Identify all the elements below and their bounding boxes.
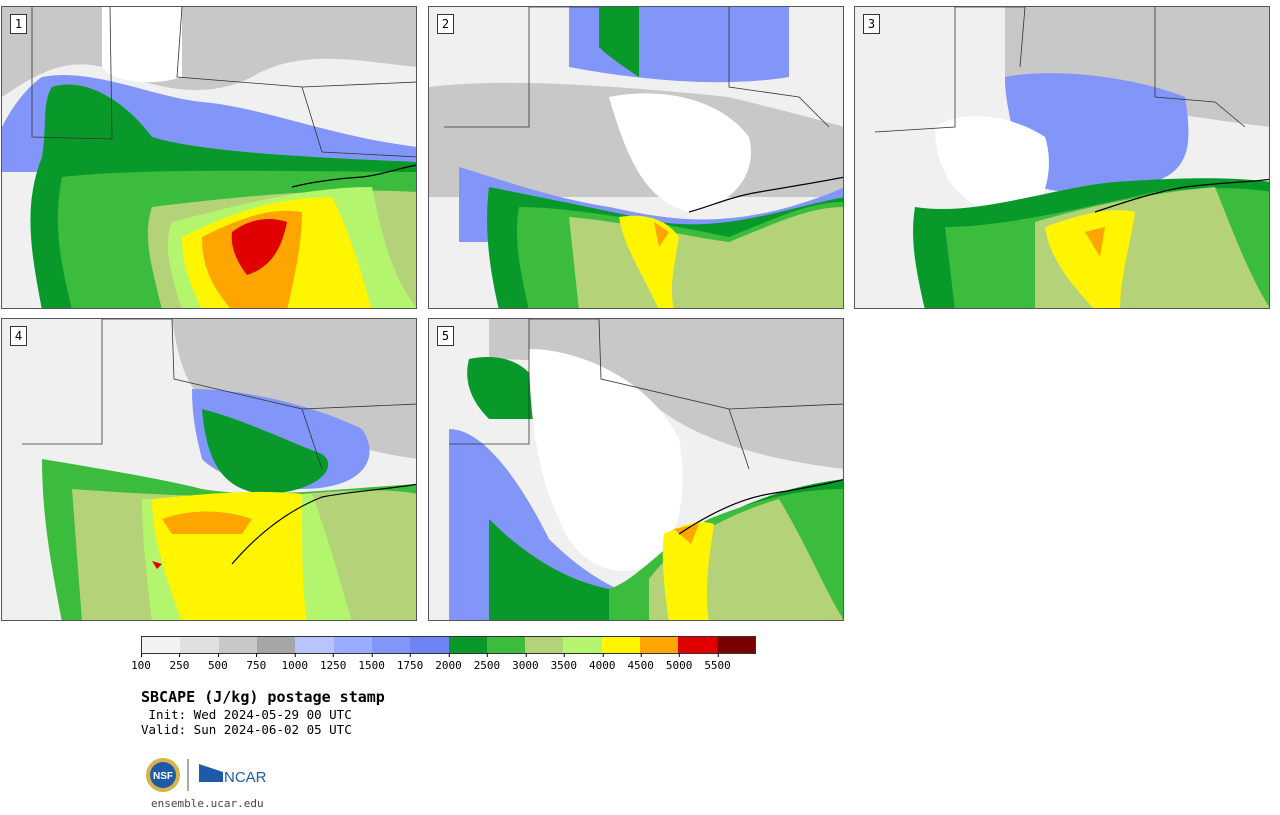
legend-tick-label: 1750 (397, 653, 423, 672)
legend-swatch (333, 637, 372, 653)
map-title: SBCAPE (J/kg) postage stamp (141, 688, 385, 706)
legend-swatch (256, 637, 296, 653)
legend-tick-label: 1500 (358, 653, 385, 672)
nsf-logo-text: NSF (153, 771, 173, 782)
panel-number-label: 2 (437, 14, 454, 34)
legend-swatch (295, 637, 334, 653)
legend-swatch (678, 637, 717, 653)
legend-tick-label: 4500 (627, 653, 654, 672)
legend-tick-label: 2000 (435, 653, 462, 672)
panel-number-label: 1 (10, 14, 27, 34)
valid-time: Valid: Sun 2024-06-02 05 UTC (141, 722, 352, 737)
legend-ticks: 100 250 500 750 1000 1250 1500 1750 2000 2500 3000… (131, 653, 756, 676)
panel-number-label: 3 (863, 14, 880, 34)
map-panel-4: 4 (1, 318, 417, 621)
legend-tick-label: 5000 (666, 653, 692, 672)
map-panel-2: 2 (428, 6, 844, 309)
legend-tick-label: 1250 (320, 653, 346, 672)
legend-tick-label: 2500 (474, 653, 500, 672)
logos: NSF NCAR (145, 756, 275, 796)
legend-tick-label: 750 (246, 653, 266, 672)
legend-swatch (410, 637, 449, 653)
cape-map-4 (2, 319, 416, 620)
legend-tick-label: 250 (170, 653, 189, 672)
legend-tick-label: 5500 (704, 653, 731, 672)
legend-tick-label: 3500 (551, 653, 577, 672)
legend-tick-label: 4000 (589, 653, 616, 672)
legend-swatch (601, 637, 641, 653)
legend-swatch (142, 637, 181, 653)
init-time: Init: Wed 2024-05-29 00 UTC (141, 707, 352, 722)
panel-number-label: 5 (437, 326, 454, 346)
legend-tick-label: 3000 (512, 653, 539, 672)
color-legend (141, 636, 756, 654)
legend-tick-label: 500 (208, 653, 228, 672)
ncar-logo-text: NCAR (224, 769, 267, 786)
legend-tick-label: 100 (131, 653, 151, 672)
legend-swatch (563, 637, 602, 653)
map-panel-1: 1 (1, 6, 417, 309)
legend-swatch (716, 637, 755, 653)
nsf-ncar-logo: NSF NCAR (146, 758, 267, 792)
map-panel-5: 5 (428, 318, 844, 621)
legend-tick-label: 1000 (282, 653, 308, 672)
legend-swatch (525, 637, 564, 653)
legend-swatch (218, 637, 257, 653)
legend-swatch (486, 637, 526, 653)
legend-swatch (180, 637, 219, 653)
legend-swatch (640, 637, 679, 653)
panel-number-label: 4 (10, 326, 27, 346)
cape-map-2 (429, 7, 843, 308)
cape-map-1 (2, 7, 416, 308)
cape-map-3 (855, 7, 1269, 308)
legend-swatch (371, 637, 411, 653)
legend-swatch (448, 637, 487, 653)
cape-map-5 (429, 319, 843, 620)
map-panel-3: 3 (854, 6, 1270, 309)
website-label: ensemble.ucar.edu (151, 797, 264, 810)
